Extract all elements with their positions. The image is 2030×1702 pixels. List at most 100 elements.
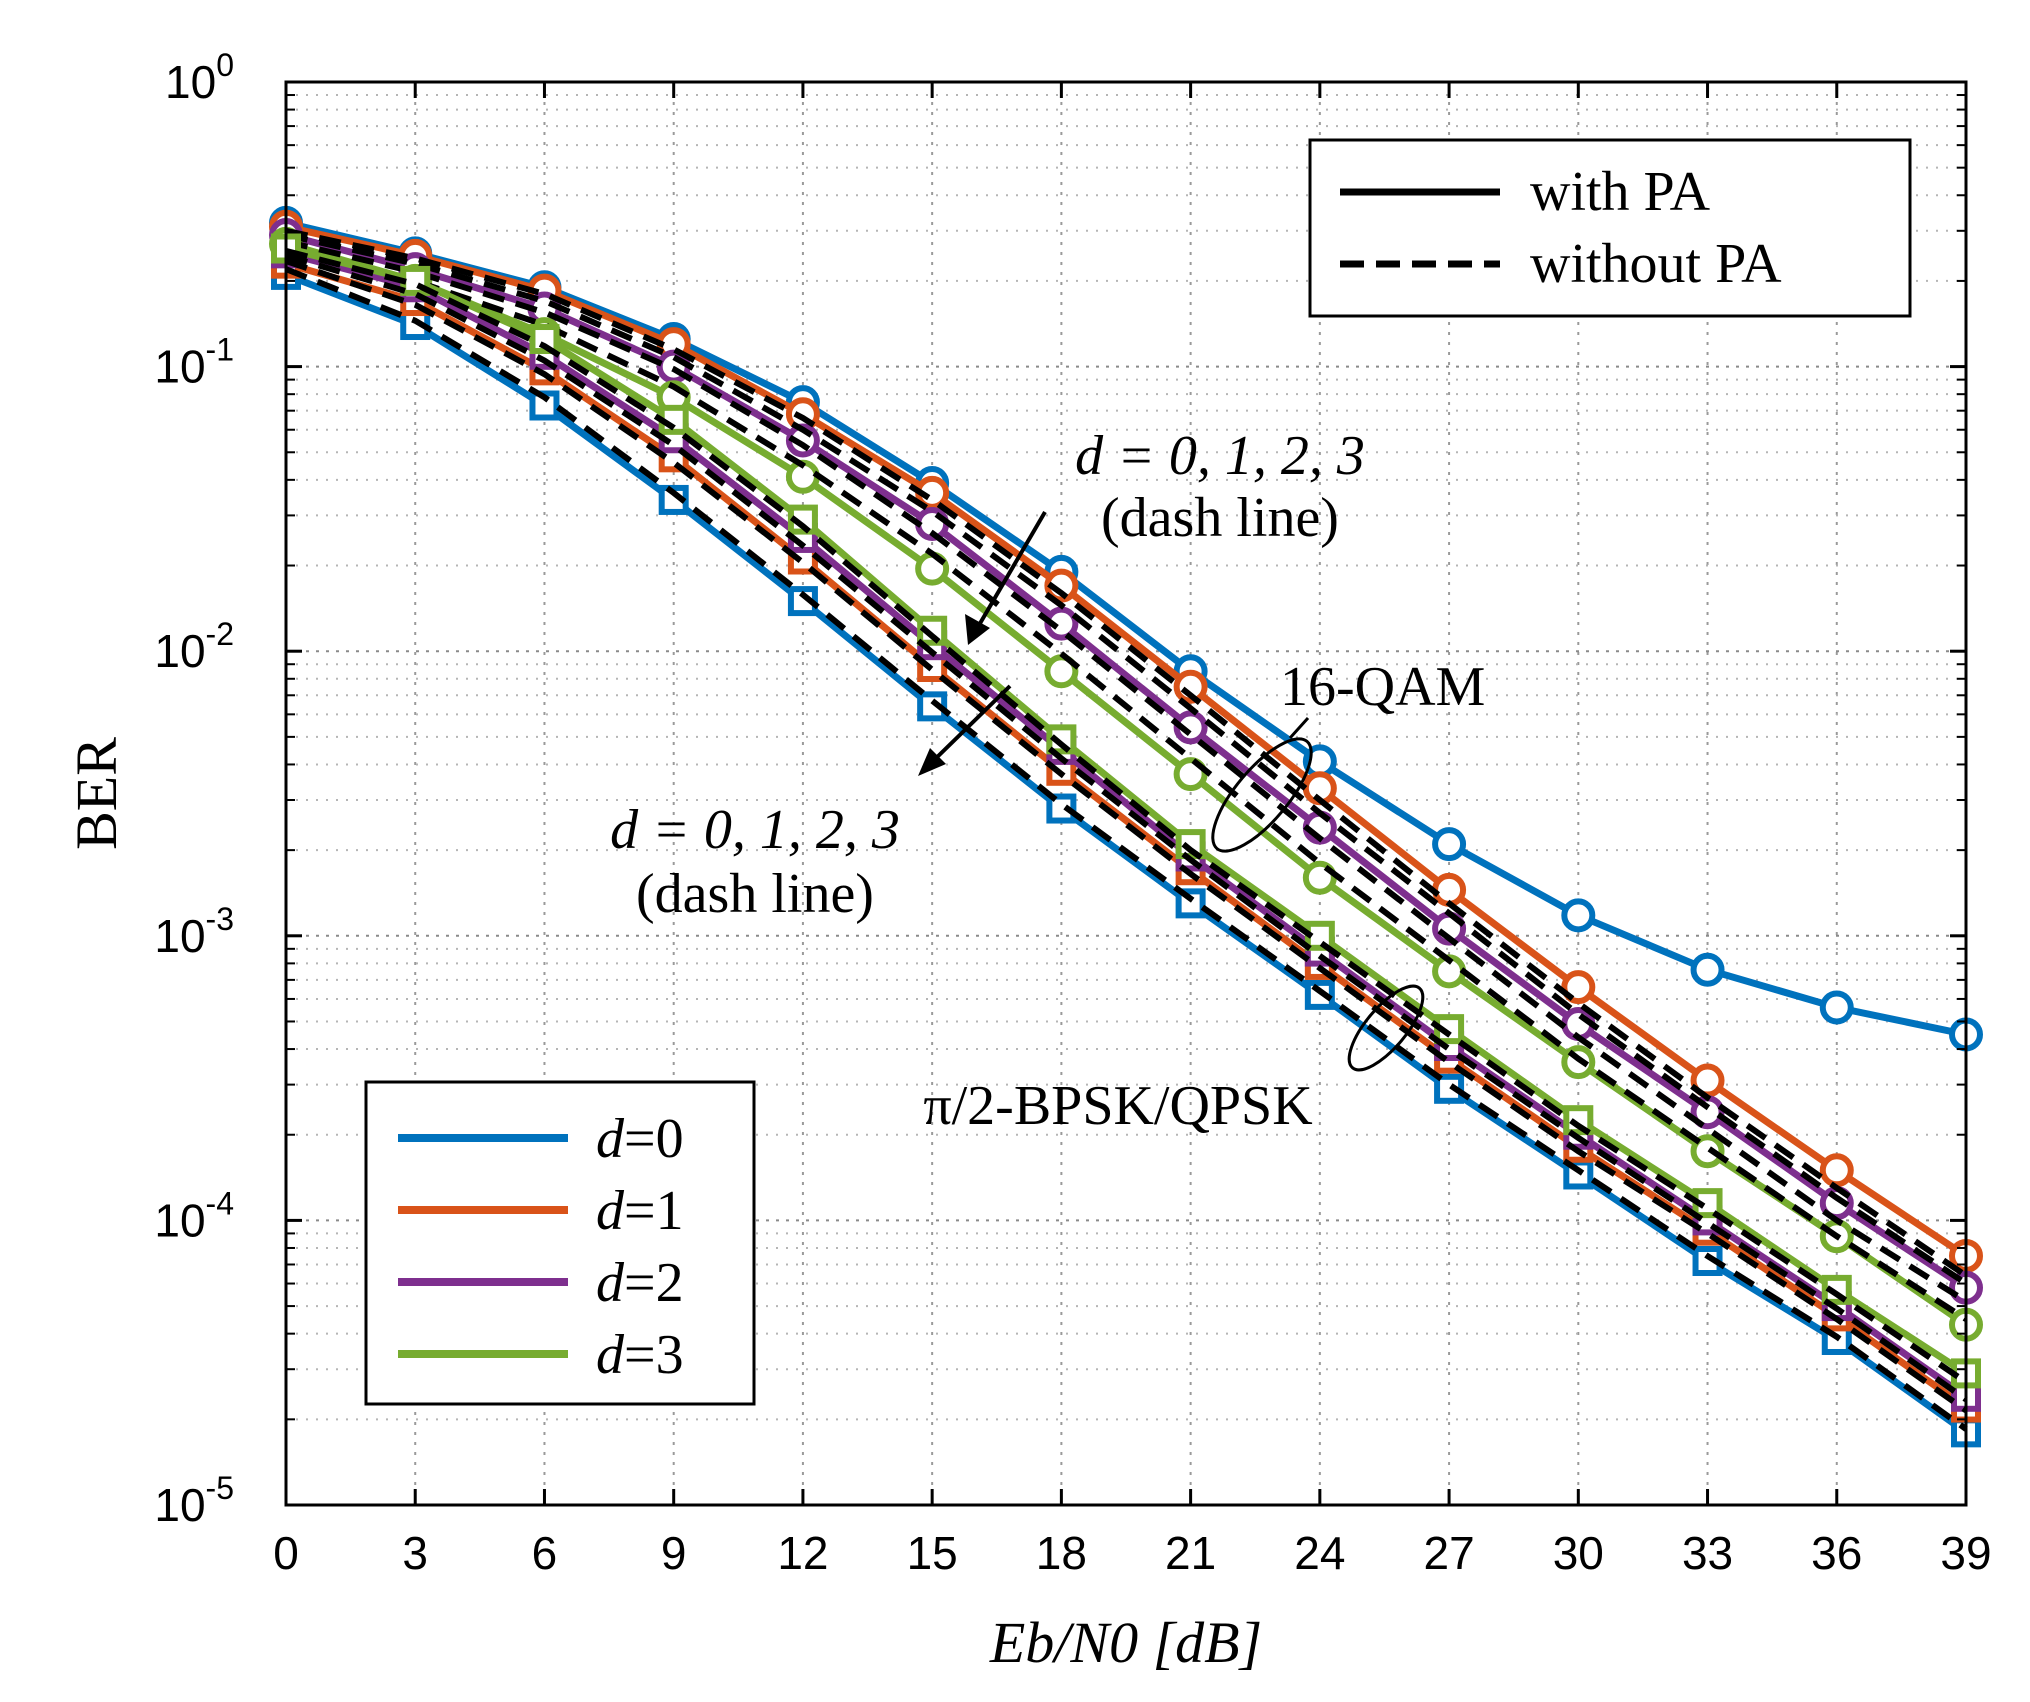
axes: 0 3 6 9 12 15 18 21 24 27 30 33 36 3910010-110-210-31… (64, 47, 1992, 1675)
data-point-circle (1690, 952, 1725, 987)
annotation-qam: 16-QAM (1211, 656, 1485, 853)
data-point-square (529, 390, 560, 421)
y-tick-label: 10-5 (154, 1470, 234, 1531)
series-6 (285, 238, 1968, 1304)
data-point-circle (1044, 568, 1079, 603)
y-tick-base: 10 (154, 625, 205, 677)
y-tick-exponent: -2 (206, 616, 234, 652)
annotation-bpsk-dash-eq: d = 0, 1, 2, 3 (610, 799, 900, 861)
series-4 (285, 227, 1968, 1279)
legend-d-eq: = (624, 1108, 656, 1170)
legend-d-val: 1 (656, 1180, 684, 1242)
annotation-arrowhead (918, 748, 946, 776)
y-tick-label: 10-1 (154, 332, 234, 393)
y-tick-base: 10 (154, 1479, 205, 1531)
y-tick-exponent: -3 (206, 901, 234, 937)
legend-d-label: d=0 (596, 1108, 684, 1170)
data-point-circle (1819, 990, 1854, 1025)
data-point-circle (1819, 1153, 1854, 1188)
series-14 (285, 252, 1968, 1402)
annotation-bpsk: π/2-BPSK/QPSK (923, 984, 1425, 1137)
x-tick-label: 12 (777, 1527, 828, 1579)
series-line-without-pa (284, 266, 1968, 1432)
annotation-ellipse (1211, 737, 1313, 853)
legend-d-label: d=2 (596, 1252, 684, 1314)
series-line-without-pa (285, 227, 1968, 1279)
legend-d-val: 3 (656, 1324, 684, 1386)
legend-d-eq: = (624, 1324, 656, 1386)
legend-d-val: 2 (656, 1252, 684, 1314)
x-tick-label: 24 (1294, 1527, 1345, 1579)
y-tick-base: 10 (154, 1194, 205, 1246)
annotation-ellipse (1347, 984, 1425, 1072)
annotation-bpsk-label: π/2-BPSK/QPSK (923, 1075, 1312, 1137)
data-point-circle (1173, 669, 1208, 704)
legend-d-var: d (596, 1324, 625, 1386)
legend-d: d=0d=1d=2d=3 (364, 1080, 756, 1406)
x-tick-label: 27 (1423, 1527, 1474, 1579)
x-tick-label: 0 (273, 1527, 299, 1579)
legend-d-var: d (596, 1180, 625, 1242)
x-tick-label: 30 (1553, 1527, 1604, 1579)
series-line-with-pa (284, 271, 1969, 1436)
x-tick-label: 39 (1940, 1527, 1991, 1579)
y-tick-exponent: -4 (206, 1185, 234, 1221)
y-tick-base: 10 (154, 341, 205, 393)
data-point-circle (1173, 710, 1208, 745)
data-point-circle (1561, 898, 1596, 933)
y-tick-base: 10 (165, 56, 216, 108)
x-tick-label: 33 (1682, 1527, 1733, 1579)
annotation-qam-label: 16-QAM (1280, 656, 1485, 718)
series-line-without-pa (285, 232, 1968, 1287)
x-axis-label: Eb/N0 [dB] (989, 1610, 1262, 1675)
x-tick-label: 3 (402, 1527, 428, 1579)
annotation-arrow (928, 684, 1012, 766)
legend-d-label: d=1 (596, 1180, 684, 1242)
annotation-qam-dash-eq: d = 0, 1, 2, 3 (1075, 425, 1365, 487)
series-line-without-pa (285, 238, 1968, 1304)
series-7 (285, 245, 1968, 1322)
legend-pa-box (1308, 138, 1912, 318)
series-12 (284, 266, 1968, 1432)
series-line-without-pa (285, 258, 1968, 1413)
series-line-without-pa (285, 247, 1968, 1385)
x-tick-label: 36 (1811, 1527, 1862, 1579)
series-line-with-pa (285, 245, 1968, 1377)
series-5 (285, 232, 1968, 1287)
y-tick-exponent: -1 (206, 332, 234, 368)
series-line-without-pa (285, 252, 1968, 1402)
legend-d-eq: = (624, 1180, 656, 1242)
series-13 (285, 258, 1968, 1413)
x-tick-label: 9 (661, 1527, 687, 1579)
annotations: d = 0, 1, 2, 3(dash line)d = 0, 1, 2, 3(… (610, 425, 1485, 1137)
legend-d-eq: = (624, 1252, 656, 1314)
annotation-qam-dash: d = 0, 1, 2, 3(dash line) (965, 425, 1365, 645)
series-15 (285, 247, 1968, 1385)
legend-pa-label: with PA (1530, 161, 1711, 223)
annotation-bpsk-dash: d = 0, 1, 2, 3(dash line) (610, 684, 1012, 925)
series-line-with-pa (285, 231, 1968, 1291)
x-tick-label: 18 (1036, 1527, 1087, 1579)
legend-pa-label: without PA (1530, 233, 1782, 295)
annotation-qam-dash-sub: (dash line) (1101, 487, 1339, 549)
data-point-circle (1690, 1134, 1725, 1169)
legend-d-val: 0 (656, 1108, 684, 1170)
x-tick-label: 15 (907, 1527, 958, 1579)
legend-pa: with PA without PA (1308, 138, 1912, 318)
legend-d-var: d (596, 1252, 625, 1314)
series-line-without-pa (285, 245, 1968, 1322)
annotation-arrowhead (965, 614, 990, 645)
annotation-arrow (973, 510, 1047, 634)
data-point-circle (1432, 872, 1467, 907)
y-tick-label: 10-3 (154, 901, 234, 962)
legend-d-var: d (596, 1108, 625, 1170)
y-axis-label: BER (64, 737, 129, 850)
y-tick-base: 10 (154, 910, 205, 962)
y-tick-exponent: -5 (206, 1470, 234, 1506)
annotation-leader (1288, 716, 1310, 740)
data-point-circle (1432, 827, 1467, 862)
x-tick-label: 21 (1165, 1527, 1216, 1579)
